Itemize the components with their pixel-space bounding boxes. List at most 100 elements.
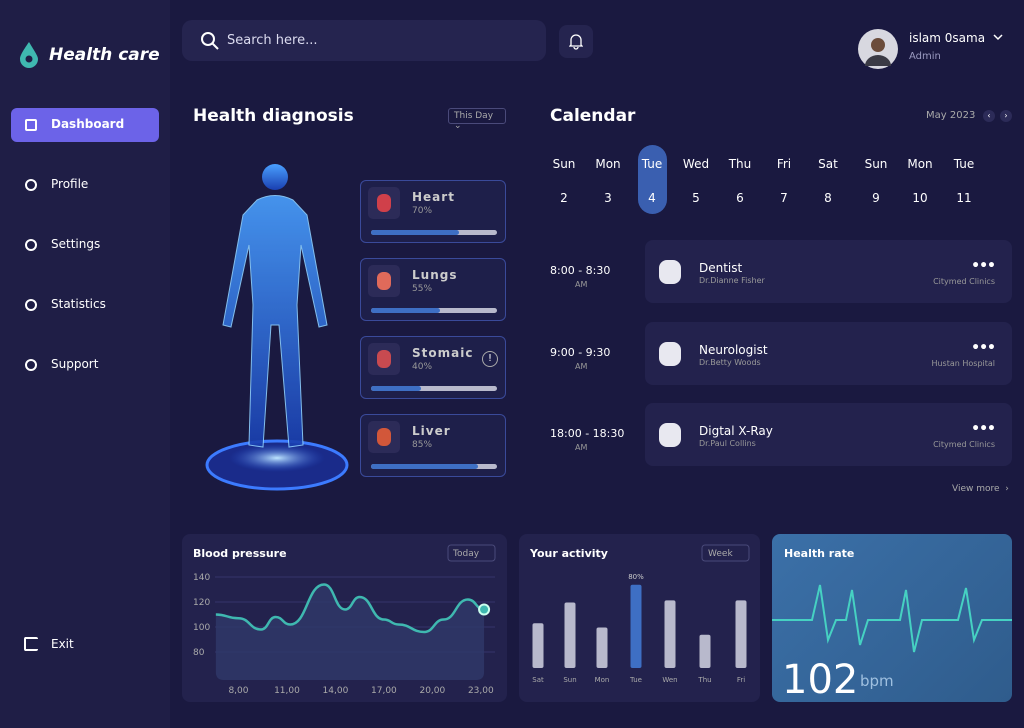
day-date[interactable]: 7 — [780, 191, 788, 205]
prev-month[interactable]: ‹ — [983, 110, 995, 122]
nav-icon — [25, 119, 37, 131]
view-more-text: View more — [952, 484, 1000, 494]
appointment-place: Hustan Hospital — [931, 358, 995, 368]
diagnosis-filter[interactable]: This Day ⌄ — [448, 108, 506, 131]
bar — [664, 600, 676, 668]
organ-percent: 40% — [412, 362, 433, 372]
appointment-title: Digtal X-Ray — [699, 424, 773, 438]
nav-item[interactable]: Profile — [51, 177, 89, 191]
appointment-time: 8:00 - 8:30 — [550, 264, 611, 277]
search-placeholder: Search here... — [227, 33, 318, 48]
search-box[interactable]: Search here... — [182, 20, 546, 61]
more-button[interactable]: ••• — [971, 339, 996, 356]
health-rate-title: Health rate — [784, 547, 854, 560]
more-button[interactable]: ••• — [971, 421, 996, 437]
organ-card[interactable]: Stomaic 40%! — [360, 336, 506, 399]
appointment-doctor: Dr.Paul Collins — [699, 439, 756, 448]
value-label: 80% — [628, 573, 644, 581]
notification-button[interactable] — [559, 25, 593, 58]
nav-exit[interactable]: Exit — [51, 637, 74, 651]
day-name[interactable]: Fri — [776, 157, 792, 171]
activity-filter-box[interactable] — [701, 544, 750, 562]
y-tick-label: 80 — [193, 648, 205, 658]
day-date[interactable]: 10 — [912, 191, 928, 205]
day-date[interactable]: 9 — [872, 191, 880, 205]
appointment-time: 9:00 - 9:30 — [550, 345, 611, 359]
nav-icon — [25, 299, 37, 311]
x-tick-label: 20,00 — [419, 686, 445, 696]
diagnosis-title: Health diagnosis — [193, 106, 354, 126]
day-name[interactable]: Tue — [953, 157, 975, 171]
day-name[interactable]: Tue — [641, 157, 663, 171]
view-more[interactable]: View more › — [952, 484, 1009, 494]
day-name[interactable]: Sun — [552, 157, 576, 171]
day-name[interactable]: Sun — [864, 157, 888, 171]
x-tick-label: Tue — [629, 676, 642, 684]
nav-item[interactable]: Support — [51, 357, 99, 371]
body-illustration — [205, 164, 349, 491]
nav-icon — [25, 239, 37, 251]
user-menu-chevron[interactable] — [993, 34, 1003, 42]
x-tick-label: Thu — [697, 676, 711, 684]
appointment-period: AM — [575, 280, 588, 289]
appointment-icon — [659, 260, 681, 284]
day-name[interactable]: Thu — [728, 157, 752, 171]
nav-item[interactable]: Statistics — [51, 297, 106, 311]
bp-filter-box[interactable] — [447, 544, 496, 562]
next-month[interactable]: › — [1000, 110, 1012, 122]
bp-title: Blood pressure — [193, 547, 287, 560]
appointment-place: Citymed Clinics — [933, 440, 995, 449]
organ-percent: 70% — [412, 206, 433, 216]
day-date[interactable]: 6 — [736, 191, 744, 205]
day-date[interactable]: 3 — [604, 191, 612, 205]
day-date[interactable]: 2 — [560, 191, 568, 205]
organ-name: Liver — [412, 424, 451, 438]
bar — [699, 634, 711, 668]
day-name[interactable]: Mon — [907, 157, 933, 171]
organ-shape — [377, 350, 391, 368]
day-date[interactable]: 5 — [692, 191, 700, 205]
bp-line — [215, 583, 485, 634]
x-tick-label: 23,00 — [468, 686, 494, 696]
day-date[interactable]: 4 — [648, 191, 656, 205]
x-tick-label: Wen — [662, 676, 677, 684]
day-date[interactable]: 8 — [824, 191, 832, 205]
sidebar: Health care Dashboard Profile Settings Stat… — [0, 0, 170, 728]
organ-percent: 85% — [412, 440, 433, 450]
appointment-card[interactable]: Digtal X-Ray Dr.Paul Collins Citymed Clini… — [645, 403, 1012, 466]
organ-card[interactable]: Lungs 55% — [360, 258, 506, 321]
appointment-title: Neurologist — [699, 342, 768, 357]
bell-icon — [569, 34, 583, 50]
brand: Health care — [49, 45, 160, 65]
progress-bar — [371, 464, 479, 469]
nav-item[interactable]: Settings — [51, 237, 101, 251]
x-tick-label: 8,00 — [228, 686, 248, 696]
organ-card[interactable]: Heart 70% — [360, 180, 506, 243]
progress-bar — [371, 230, 460, 235]
heartbeat-line — [772, 584, 1012, 653]
appointment-card[interactable]: Dentist Dr.Dianne Fisher Citymed Clinics ••… — [645, 240, 1012, 303]
more-button[interactable]: ••• — [971, 258, 996, 274]
x-tick-label: 17,00 — [371, 686, 397, 696]
day-name[interactable]: Wed — [682, 157, 710, 171]
x-tick-label: Sat — [532, 676, 544, 684]
user-name: islam 0sama — [909, 31, 986, 45]
nav-item[interactable]: Dashboard — [51, 117, 125, 131]
appointment-period: AM — [575, 361, 588, 371]
bar — [630, 584, 642, 668]
health-rate-value: 102 — [782, 657, 858, 703]
bp-current-point — [478, 603, 491, 616]
organ-card[interactable]: Liver 85% — [360, 414, 506, 477]
day-date[interactable]: 11 — [956, 191, 972, 205]
organ-name: Lungs — [412, 268, 458, 282]
day-name[interactable]: Sat — [818, 157, 838, 171]
avatar[interactable] — [857, 28, 899, 70]
appointment-card[interactable]: Neurologist Dr.Betty Woods Hustan Hospital… — [645, 321, 1012, 385]
x-tick-label: Mon — [595, 676, 610, 684]
progress-bar — [371, 386, 422, 391]
day-name[interactable]: Mon — [595, 157, 621, 171]
progress-track — [371, 386, 497, 391]
selected-day[interactable] — [638, 145, 667, 214]
